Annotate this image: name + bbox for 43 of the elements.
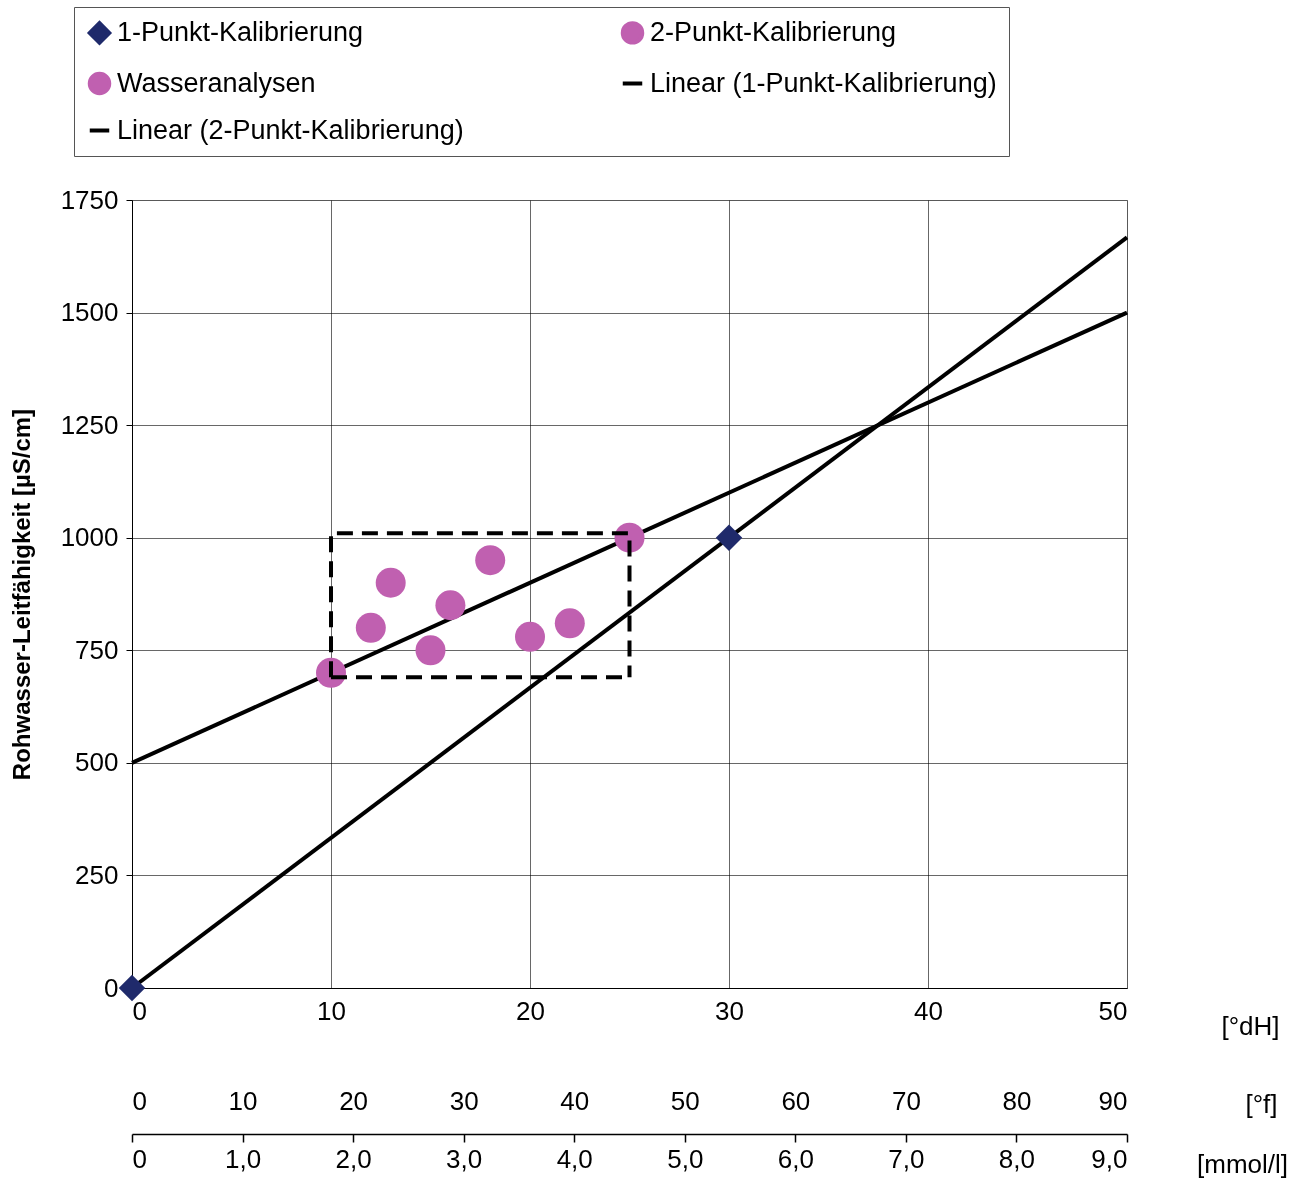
x2-tick-label: 70 bbox=[891, 1085, 921, 1116]
x-axis-title: [°dH] bbox=[1221, 1010, 1280, 1041]
text: 3,0 bbox=[446, 1143, 483, 1174]
text: 7,0 bbox=[888, 1143, 925, 1174]
x2-tick-label: 50 bbox=[670, 1085, 700, 1116]
x2-tick-label: 0 bbox=[132, 1085, 147, 1116]
text: 0 bbox=[132, 1143, 147, 1174]
y-tick-label: 500 bbox=[75, 747, 119, 778]
text: 8,0 bbox=[998, 1143, 1036, 1174]
x-tick-label: 10 bbox=[317, 995, 346, 1026]
legend-label: Linear (1-Punkt-Kalibrierung) bbox=[650, 67, 997, 98]
x-tick-label: 20 bbox=[516, 995, 545, 1026]
x2-axis-title: [°f] bbox=[1245, 1088, 1278, 1119]
y-tick-label: 1000 bbox=[60, 522, 119, 553]
text: 9,0 bbox=[1091, 1143, 1128, 1174]
text: 4,0 bbox=[556, 1143, 593, 1174]
x2-tick-label: 40 bbox=[560, 1085, 590, 1116]
x-tick-label: 40 bbox=[914, 995, 943, 1026]
y-tick-label: 0 bbox=[104, 972, 119, 1003]
legend-label: Linear (2-Punkt-Kalibrierung) bbox=[117, 114, 464, 145]
y-tick-label: 1500 bbox=[60, 297, 119, 328]
x2-tick-label: 90 bbox=[1098, 1085, 1128, 1116]
x2-tick-label: 30 bbox=[449, 1085, 479, 1116]
x2-tick-label: 80 bbox=[1002, 1085, 1032, 1116]
x-tick-label: 50 bbox=[1098, 995, 1128, 1026]
x-tick-label: 0 bbox=[132, 995, 147, 1026]
y-axis-title: Rohwasser-Leitfähigkeit [µS/cm] bbox=[7, 408, 35, 781]
y-tick-label: 1250 bbox=[60, 409, 119, 440]
x2-tick-label: 20 bbox=[339, 1085, 369, 1116]
legend-label: 2-Punkt-Kalibrierung bbox=[650, 16, 897, 47]
x-tick-label: 30 bbox=[715, 995, 744, 1026]
legend-label: Wasseranalysen bbox=[117, 67, 316, 98]
x2-tick-label: 10 bbox=[228, 1085, 258, 1116]
x2-tick-label: 60 bbox=[781, 1085, 811, 1116]
text: 5,0 bbox=[667, 1143, 704, 1174]
y-tick-label: 1750 bbox=[60, 184, 119, 215]
text: [mmol/l] bbox=[1197, 1148, 1288, 1179]
legend-label: 1-Punkt-Kalibrierung bbox=[117, 16, 364, 47]
text: 6,0 bbox=[777, 1143, 814, 1174]
text: 1,0 bbox=[224, 1143, 262, 1174]
text: 2,0 bbox=[335, 1143, 372, 1174]
y-tick-label: 250 bbox=[75, 859, 119, 890]
y-tick-label: 750 bbox=[75, 634, 119, 665]
